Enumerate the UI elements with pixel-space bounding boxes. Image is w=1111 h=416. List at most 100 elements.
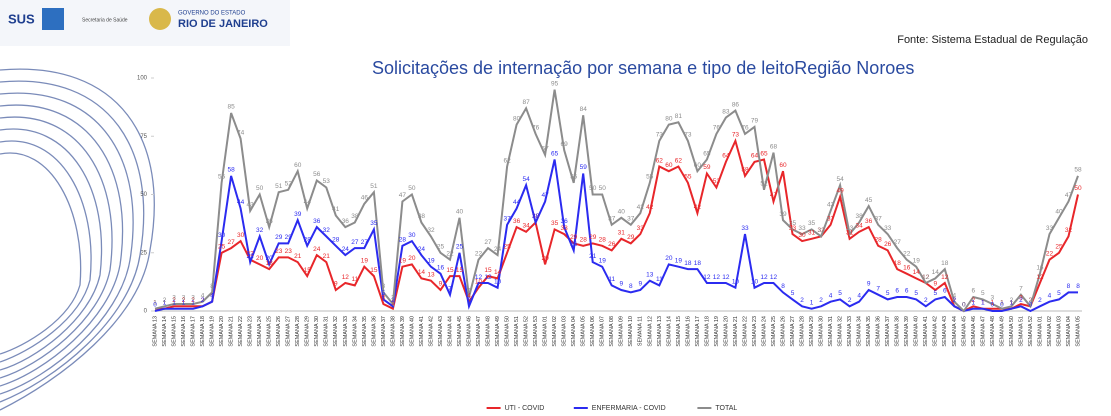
data-label: 12 xyxy=(703,274,711,281)
data-label: 9 xyxy=(638,281,642,288)
data-label: 12 xyxy=(342,274,350,281)
data-label: 2 xyxy=(848,297,852,304)
x-tick-label: SEMANA 02 xyxy=(1047,316,1053,347)
data-label: 55 xyxy=(646,174,654,181)
data-label: 30 xyxy=(408,232,416,239)
data-label: 26 xyxy=(608,241,616,248)
data-label: 83 xyxy=(722,108,730,115)
data-label: 60 xyxy=(694,162,702,169)
data-label: 32 xyxy=(817,227,825,234)
data-label: 20 xyxy=(542,255,550,262)
data-label: 51 xyxy=(275,183,283,190)
data-label: 8 xyxy=(382,283,386,290)
data-label: 40 xyxy=(618,209,626,216)
data-label: 35 xyxy=(370,220,378,227)
data-label: 4 xyxy=(829,292,833,299)
data-label: 2 xyxy=(819,297,823,304)
data-label: 3 xyxy=(391,295,395,302)
x-tick-label: SEMANA 10 xyxy=(628,316,634,347)
data-label: 32 xyxy=(427,227,435,234)
data-label: 58 xyxy=(1074,167,1082,174)
data-label: 37 xyxy=(503,216,511,223)
x-tick-label: SEMANA 49 xyxy=(495,316,501,347)
data-label: 10 xyxy=(751,278,759,285)
data-label: 9 xyxy=(619,281,623,288)
x-tick-label: SEMANA 12 xyxy=(647,316,653,347)
data-label: 5 xyxy=(933,290,937,297)
x-tick-label: SEMANA 14 xyxy=(666,316,672,347)
x-tick-label: SEMANA 47 xyxy=(980,316,986,347)
data-label: 36 xyxy=(313,218,321,225)
data-label: 2 xyxy=(467,297,471,304)
x-tick-label: SEMANA 22 xyxy=(742,316,748,347)
data-label: 37 xyxy=(627,216,635,223)
x-tick-label: SEMANA 31 xyxy=(324,316,330,347)
data-label: 29 xyxy=(589,234,597,241)
data-label: 9 xyxy=(933,281,937,288)
data-label: 21 xyxy=(589,253,597,260)
x-tick-label: SEMANA 29 xyxy=(809,316,815,347)
x-tick-label: SEMANA 27 xyxy=(286,316,292,347)
data-label: 1 xyxy=(1010,299,1014,306)
x-tick-label: SEMANA 41 xyxy=(419,316,425,347)
data-label: 19 xyxy=(675,257,683,264)
x-tick-label: SEMANA 08 xyxy=(609,316,615,347)
data-label: 22 xyxy=(446,250,454,257)
data-label: 65 xyxy=(551,150,559,157)
x-tick-label: SEMANA 42 xyxy=(933,316,939,347)
x-tick-label: SEMANA 25 xyxy=(267,316,273,347)
secretaria: Secretaria de Saúde xyxy=(82,17,128,23)
x-tick-label: SEMANA 21 xyxy=(229,316,235,347)
data-label: 76 xyxy=(713,125,721,132)
data-label: 14 xyxy=(932,269,940,276)
data-label: 38 xyxy=(532,213,540,220)
x-tick-label: SEMANA 42 xyxy=(428,316,434,347)
data-label: 60 xyxy=(665,162,673,169)
x-tick-label: SEMANA 48 xyxy=(990,316,996,347)
data-label: 95 xyxy=(551,80,559,87)
data-label: 4 xyxy=(857,292,861,299)
data-label: 21 xyxy=(323,253,331,260)
data-label: 28 xyxy=(332,236,340,243)
estado: RIO DE JANEIRO xyxy=(178,18,268,30)
data-label: 1 xyxy=(981,299,985,306)
data-label: 4 xyxy=(210,292,214,299)
data-label: 53 xyxy=(323,178,331,185)
x-tick-label: SEMANA 03 xyxy=(1056,316,1062,347)
data-label: 20 xyxy=(266,255,274,262)
x-tick-label: SEMANA 51 xyxy=(1018,316,1024,347)
data-label: 64 xyxy=(751,153,759,160)
x-tick-label: SEMANA 45 xyxy=(961,316,967,347)
data-label: 1 xyxy=(991,299,995,306)
x-tick-label: SEMANA 18 xyxy=(200,316,206,347)
data-label: 58 xyxy=(228,167,236,174)
data-label: 10 xyxy=(475,278,483,285)
data-label: 56 xyxy=(313,171,321,178)
data-label: 0 xyxy=(962,302,966,309)
data-label: 2 xyxy=(800,297,804,304)
data-label: 67 xyxy=(542,146,550,153)
data-label: 15 xyxy=(456,267,464,274)
data-label: 11 xyxy=(351,276,358,283)
data-label: 19 xyxy=(913,257,921,264)
data-label: 32 xyxy=(323,227,331,234)
data-label: 24 xyxy=(418,246,426,253)
x-tick-label: SEMANA 04 xyxy=(1066,316,1072,347)
data-label: 1 xyxy=(163,299,167,306)
data-label: 0 xyxy=(1000,302,1004,309)
data-label: 38 xyxy=(532,213,540,220)
x-tick-label: SEMANA 33 xyxy=(847,316,853,347)
data-label: 12 xyxy=(760,274,768,281)
data-label: 28 xyxy=(304,236,312,243)
data-label: 1 xyxy=(1010,299,1014,306)
data-label: 6 xyxy=(895,288,899,295)
data-label: 1 xyxy=(182,299,186,306)
data-label: 1 xyxy=(191,299,195,306)
data-label: 0 xyxy=(962,302,966,309)
data-label: 2 xyxy=(172,297,176,304)
data-label: 38 xyxy=(856,213,864,220)
x-tick-label: SEMANA 18 xyxy=(704,316,710,347)
data-label: 37 xyxy=(875,216,883,223)
data-label: 52 xyxy=(285,181,293,188)
